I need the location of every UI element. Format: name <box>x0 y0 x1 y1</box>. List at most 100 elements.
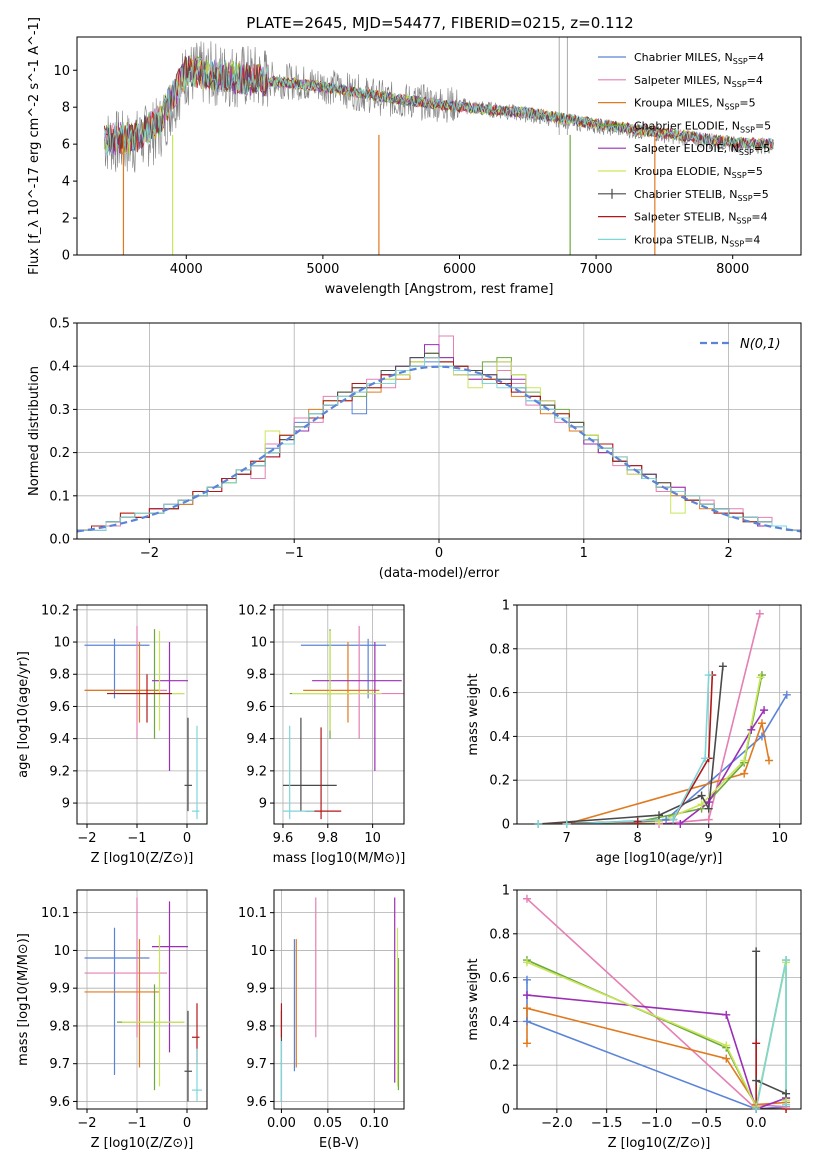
weight-marker <box>782 1100 791 1109</box>
x-tick-label: 0 <box>183 831 191 846</box>
y-tick-label: 0.6 <box>489 686 510 701</box>
y-tick-label: 0.5 <box>49 317 70 332</box>
weight-marker <box>697 791 706 800</box>
y-tick-label: 9.9 <box>49 982 70 997</box>
y-tick-label: 10.1 <box>41 906 70 921</box>
weight-marker <box>757 719 766 728</box>
y-axis-label: Flux [f_λ 10^-17 erg cm^-2 s^-1 A^-1] <box>27 17 42 275</box>
x-tick-label: 4000 <box>170 262 203 277</box>
x-axis-label: wavelength [Angstrom, rest frame] <box>325 282 554 297</box>
x-tick-label: 1 <box>580 546 588 561</box>
y-tick-label: 0.8 <box>489 927 510 942</box>
y-tick-label: 0.4 <box>49 360 70 375</box>
x-tick-label: 10 <box>364 831 381 846</box>
y-tick-label: 9.8 <box>246 668 267 683</box>
legend-label: Chabrier STELIB, NSSP=5 <box>634 188 769 203</box>
normal-curve <box>77 365 801 533</box>
y-tick-label: 9.2 <box>49 764 70 779</box>
weight-marker <box>655 811 663 820</box>
x-axis-label: Z [log10(Z/Z⊙)] <box>608 1136 711 1151</box>
y-tick-label: 10 <box>53 64 70 79</box>
weight-marker <box>782 690 791 699</box>
x-tick-label: −2 <box>77 1116 96 1131</box>
y-tick-label: 4 <box>62 175 70 190</box>
x-tick-label: 5000 <box>306 262 339 277</box>
weight-marker <box>704 815 713 824</box>
axes-weight_vs_age: 7 8 9 10 0 0.2 0.4 0.6 0.8 1 age [log10(age/yr)] ma… <box>466 599 802 866</box>
weight-marker <box>760 706 769 715</box>
weight-marker <box>718 662 727 671</box>
y-tick-label: 10.2 <box>41 603 70 618</box>
y-axis-label: mass weight <box>466 958 481 1040</box>
y-axis-label: mass weight <box>466 673 481 755</box>
y-tick-label: 9.6 <box>246 1095 267 1110</box>
residual-legend: N(0,1) <box>700 337 781 352</box>
y-tick-label: 0 <box>502 818 510 833</box>
weight-marker <box>756 673 765 682</box>
axes-frame <box>76 36 802 256</box>
weight-marker <box>782 956 791 965</box>
y-tick-label: 0.3 <box>49 403 70 418</box>
y-tick-label: 10 <box>250 636 267 651</box>
weight-marker <box>522 1039 531 1048</box>
y-tick-label: 9 <box>62 797 70 812</box>
y-tick-label: 9.8 <box>246 1019 267 1034</box>
y-tick-label: 9.7 <box>49 1057 70 1072</box>
x-tick-label: −1.0 <box>641 1116 673 1131</box>
weight-line <box>538 675 710 824</box>
x-tick-label: 10 <box>771 831 788 846</box>
weight-line <box>538 709 765 824</box>
y-tick-label: 9.6 <box>49 1095 70 1110</box>
x-tick-label: −1 <box>285 546 304 561</box>
legend-label: N(0,1) <box>740 337 781 352</box>
axes-age_vs_Z: −2 −1 0 9 9.2 9.4 9.6 9.8 10 10.2 Z [log10(Z/Z⊙)] a… <box>16 603 208 866</box>
x-tick-label: 8000 <box>716 262 749 277</box>
weight-marker <box>522 1004 531 1013</box>
weight-marker <box>522 991 531 1000</box>
x-tick-label: 9.8 <box>317 831 338 846</box>
y-tick-label: 2 <box>62 212 70 227</box>
y-tick-label: 0.6 <box>489 971 510 986</box>
y-tick-label: 9.2 <box>246 764 267 779</box>
weight-line <box>538 674 763 824</box>
weight-marker <box>757 732 766 741</box>
weight-marker <box>633 817 642 826</box>
y-tick-label: 0.0 <box>49 533 70 548</box>
y-tick-label: 0.2 <box>49 446 70 461</box>
x-tick-label: 0.10 <box>360 1116 389 1131</box>
x-axis-label: Z [log10(Z/Z⊙)] <box>91 851 194 866</box>
legend-label: Kroupa STELIB, NSSP=4 <box>634 233 760 248</box>
axes-mass_vs_Z: −2 −1 0 9.6 9.7 9.8 9.9 10 10.1 Z [log10(Z/Z⊙)] ma… <box>16 889 208 1151</box>
plot-area-spectrum <box>103 37 774 255</box>
axes-frame <box>76 604 208 825</box>
axes-age_vs_mass: 9.6 9.8 10 9 9.2 9.4 9.6 9.8 10 10.2 mass [log10(M… <box>238 603 405 866</box>
y-tick-label: 0 <box>502 1103 510 1118</box>
weight-marker <box>522 975 531 984</box>
y-tick-label: 0 <box>62 249 70 264</box>
x-tick-label: −1 <box>127 831 146 846</box>
y-tick-label: 1 <box>502 884 510 899</box>
x-tick-label: 0.0 <box>746 1116 767 1131</box>
y-tick-label: 0.2 <box>489 1059 510 1074</box>
spectrum-model-line <box>103 57 774 156</box>
x-axis-label: (data-model)/error <box>379 566 500 581</box>
legend-label: Salpeter STELIB, NSSP=4 <box>634 211 768 226</box>
y-tick-label: 9.6 <box>49 700 70 715</box>
y-tick-label: 10 <box>53 944 70 959</box>
plot-area-mass_vs_Z <box>84 897 202 1102</box>
x-tick-label: 0 <box>183 1116 191 1131</box>
weight-marker <box>782 1089 791 1098</box>
y-tick-label: 10 <box>250 944 267 959</box>
weight-marker <box>752 947 761 956</box>
weight-marker <box>722 1054 731 1063</box>
y-tick-label: 10.1 <box>238 906 267 921</box>
x-tick-label: 9.6 <box>273 831 294 846</box>
y-tick-label: 9.7 <box>246 1057 267 1072</box>
weight-marker <box>701 754 710 763</box>
weight-marker <box>740 769 749 778</box>
weight-line <box>538 613 761 824</box>
y-tick-label: 6 <box>62 138 70 153</box>
plot-area-mass_vs_EBV <box>280 897 400 1102</box>
x-tick-label: 9 <box>705 831 713 846</box>
